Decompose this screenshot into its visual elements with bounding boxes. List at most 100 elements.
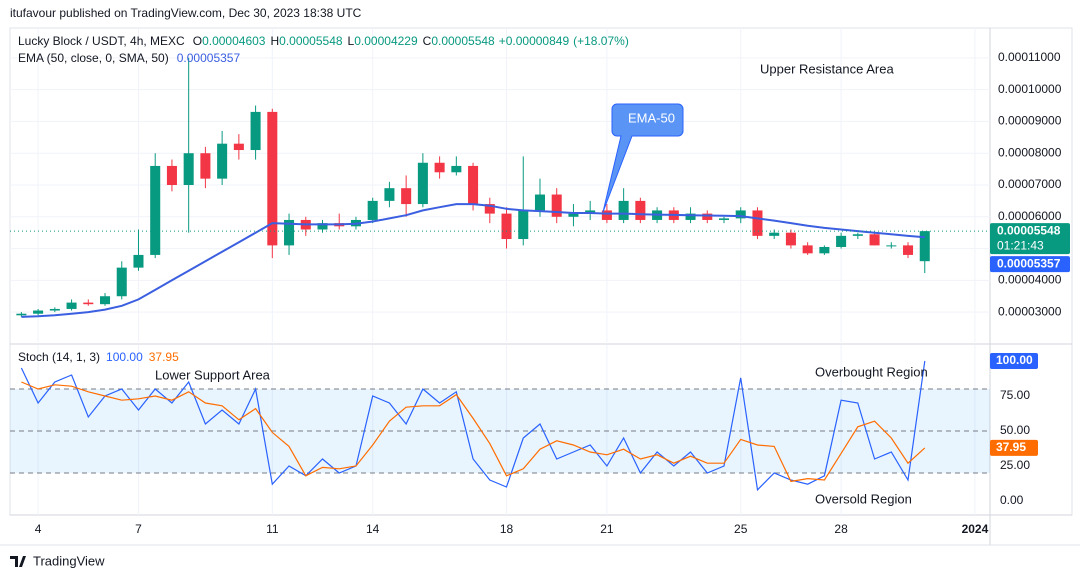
- ema-legend: EMA (50, close, 0, SMA, 50) 0.00005357: [18, 51, 240, 65]
- candle-body: [718, 218, 730, 220]
- candle-body: [166, 165, 177, 185]
- publisher: itufavour published on TradingView.com, …: [10, 6, 362, 20]
- candle-body: [367, 200, 378, 220]
- x-tick-label: 4: [35, 522, 42, 536]
- y-tick-label: 0.00003000: [998, 304, 1062, 318]
- y-tick-label: 0.00009000: [998, 114, 1062, 128]
- ema-callout: [602, 103, 684, 213]
- candle-body: [886, 245, 897, 247]
- countdown: 01:21:43: [997, 238, 1044, 252]
- candle-body: [501, 213, 512, 240]
- stoch-line: [21, 381, 926, 483]
- stoch-name: Stoch (14, 1, 3): [18, 350, 100, 364]
- stoch-value: 37.95: [149, 350, 179, 364]
- x-tick-label: 21: [600, 522, 614, 536]
- candle-body: [150, 165, 161, 255]
- logo: [10, 556, 26, 567]
- x-tick-label: 18: [500, 522, 514, 536]
- legend-value: 0.00005548: [279, 34, 343, 48]
- candle-body: [16, 313, 27, 316]
- brand: TradingView: [33, 553, 105, 568]
- candle-body: [183, 153, 194, 185]
- candle-body: [735, 210, 746, 219]
- legend-value: 0.00004603: [202, 34, 266, 48]
- y-tick-label: 0.00007000: [998, 177, 1062, 191]
- candle-body: [200, 153, 211, 179]
- legend-key: C: [423, 34, 432, 48]
- candle-body: [33, 310, 44, 314]
- legend-key: O: [193, 34, 202, 48]
- legend-value: +0.00000849: [499, 34, 570, 48]
- y-tick-label: 0.00010000: [998, 82, 1062, 96]
- candle-body: [133, 254, 144, 268]
- candle-body: [417, 162, 428, 205]
- candle-body: [635, 200, 646, 220]
- stoch-value-label: 37.95: [996, 440, 1026, 454]
- legend-value: 0.00004229: [354, 34, 418, 48]
- x-tick-label: 28: [834, 522, 848, 536]
- candle-body: [819, 246, 830, 254]
- candle-body: [217, 143, 228, 179]
- y-tick-label: 0.00008000: [998, 145, 1062, 159]
- candle-body: [49, 308, 60, 311]
- annotation: EMA-50: [628, 110, 675, 125]
- candle-body: [116, 267, 127, 297]
- legend-title: Lucky Block / USDT, 4h, MEXC: [18, 34, 185, 48]
- annotation: Lower Support Area: [155, 367, 271, 382]
- candle-body: [66, 302, 77, 309]
- y-tick-label: 0.00006000: [998, 209, 1062, 223]
- legend-value: 0.00005548: [431, 34, 495, 48]
- stoch-value-box: [990, 352, 1038, 369]
- candle-body: [685, 213, 696, 220]
- x-tick-label: 25: [734, 522, 748, 536]
- y-tick-label: 0.00004000: [998, 273, 1062, 287]
- candle-body: [451, 165, 462, 173]
- last-price-label: 0.00005548: [997, 223, 1061, 237]
- candle-body: [284, 219, 295, 246]
- x-tick-label: 11: [266, 522, 279, 536]
- candle-body: [601, 210, 612, 220]
- ema-price-box: [990, 256, 1070, 273]
- candle-body: [802, 245, 813, 254]
- candle-body: [836, 235, 847, 247]
- candle-body: [852, 234, 863, 236]
- candle-body: [618, 200, 629, 220]
- stoch-value: 100.00: [106, 350, 143, 364]
- candle-body: [83, 302, 94, 305]
- candle-body: [250, 111, 261, 151]
- y-tick-label: 0.00011000: [998, 50, 1061, 64]
- x-tick-label: 14: [366, 522, 380, 536]
- candle-body: [551, 194, 562, 217]
- candle-body: [233, 143, 244, 151]
- legend-key: L: [348, 34, 355, 48]
- candle-body: [752, 210, 763, 236]
- annotation: Oversold Region: [815, 491, 912, 506]
- candle-body: [434, 162, 445, 173]
- legend-value: (+18.07%): [573, 34, 629, 48]
- candle-body: [869, 234, 880, 246]
- candle-body: [317, 223, 328, 230]
- candle-body: [785, 232, 796, 246]
- stoch-tick-label: 0.00: [1000, 493, 1024, 507]
- candle-body: [702, 213, 713, 220]
- candle-body: [468, 165, 479, 205]
- stoch-tick-label: 50.00: [1000, 423, 1030, 437]
- annotation: Upper Resistance Area: [760, 61, 894, 76]
- candle-body: [903, 245, 914, 255]
- stoch-line: [20, 360, 926, 492]
- candle-body: [267, 111, 278, 246]
- candle-body: [919, 231, 930, 262]
- ema-name: EMA (50, close, 0, SMA, 50): [18, 51, 169, 65]
- stoch-tick-label: 25.00: [1000, 458, 1030, 472]
- x-tick-label: 2024: [962, 522, 989, 536]
- candle-body: [518, 210, 529, 240]
- stoch-legend: Stoch (14, 1, 3) 100.00 37.95: [18, 350, 179, 364]
- annotation: Overbought Region: [815, 364, 928, 379]
- legend-key: H: [270, 34, 279, 48]
- ema-line: [21, 203, 925, 318]
- candle-body: [401, 188, 412, 205]
- stoch-tick-label: 75.00: [1000, 388, 1030, 402]
- candle-body: [384, 188, 395, 201]
